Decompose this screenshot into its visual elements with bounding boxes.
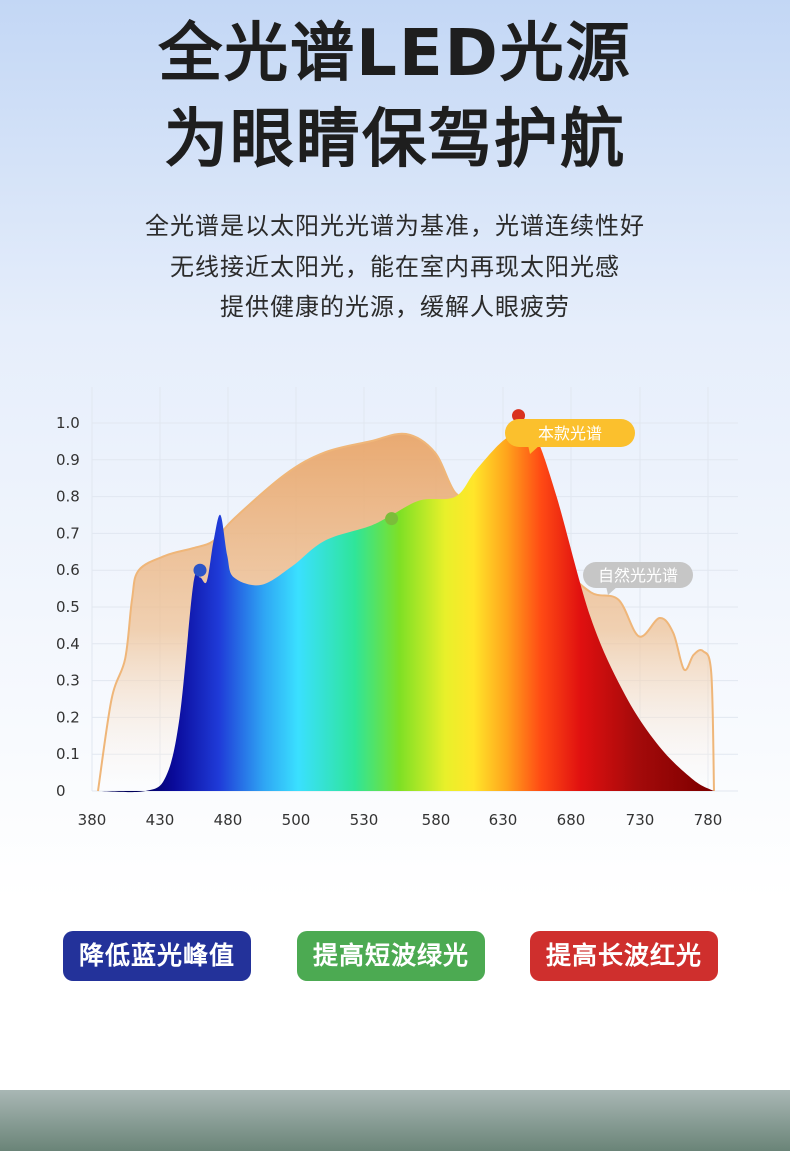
y-tick-label: 0.5 — [56, 598, 80, 616]
x-tick-label: 380 — [78, 811, 107, 829]
page-title-line1: 全光谱LED光源 — [158, 17, 632, 91]
callout-text: 自然光光谱 — [598, 566, 678, 585]
x-tick-label: 500 — [282, 811, 311, 829]
x-tick-label: 430 — [146, 811, 175, 829]
y-tick-label: 0.7 — [56, 524, 80, 542]
description-line1: 全光谱是以太阳光光谱为基准，光谱连续性好 — [145, 212, 645, 240]
marker-dot-2 — [385, 512, 399, 526]
increase-green-button[interactable]: 提高短波绿光 — [297, 931, 485, 981]
y-tick-label: 0.4 — [56, 635, 80, 653]
page-title-line2: 为眼睛保驾护航 — [164, 103, 626, 177]
marker-dot-1 — [193, 563, 207, 577]
x-axis-ticks: 380 430 480 500 530 580 630 680 730 780 — [78, 811, 723, 829]
y-tick-label: 0.8 — [56, 488, 80, 506]
y-tick-label: 0.2 — [56, 708, 80, 726]
x-tick-label: 480 — [214, 811, 243, 829]
description-line2: 无线接近太阳光，能在室内再现太阳光感 — [170, 253, 620, 281]
callout-text: 本款光谱 — [538, 424, 602, 443]
marker-layer — [193, 409, 526, 577]
x-tick-label: 630 — [489, 811, 518, 829]
forest-photo — [0, 1090, 790, 1151]
marker-dot-3 — [512, 409, 526, 423]
reduce-blue-peak-button[interactable]: 降低蓝光峰值 — [63, 931, 251, 981]
y-axis-ticks: 0 0.1 0.2 0.3 0.4 0.5 0.6 0.7 0.8 0.9 1.0 — [56, 414, 80, 800]
y-tick-label: 0.1 — [56, 745, 80, 763]
callout-tail — [606, 586, 618, 595]
y-tick-label: 0.6 — [56, 561, 80, 579]
y-tick-label: 0 — [56, 782, 66, 800]
product-spectrum-area — [98, 429, 714, 793]
x-tick-label: 730 — [626, 811, 655, 829]
callout-1: 本款光谱 — [505, 419, 635, 454]
callout-tail — [528, 445, 540, 454]
description-line3: 提供健康的光源，缓解人眼疲劳 — [220, 293, 570, 321]
x-tick-label: 530 — [350, 811, 379, 829]
x-tick-label: 780 — [694, 811, 723, 829]
y-tick-label: 1.0 — [56, 414, 80, 432]
x-tick-label: 680 — [557, 811, 586, 829]
callout-bubble — [583, 562, 693, 588]
callout-2: 自然光光谱 — [583, 562, 693, 595]
x-tick-label: 580 — [422, 811, 451, 829]
y-tick-label: 0.3 — [56, 672, 80, 690]
increase-red-button[interactable]: 提高长波红光 — [530, 931, 718, 981]
callout-bubble — [505, 419, 635, 447]
spectrum-chart: 0 0.1 0.2 0.3 0.4 0.5 0.6 0.7 0.8 0.9 1.0 380 430 48… — [56, 387, 738, 829]
y-tick-label: 0.9 — [56, 451, 80, 469]
product-spectrum-layer — [98, 429, 714, 793]
